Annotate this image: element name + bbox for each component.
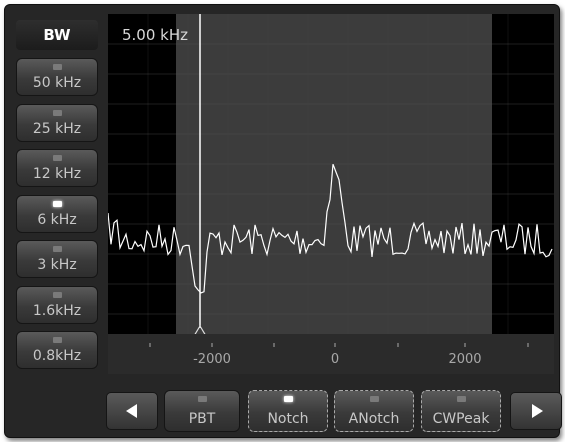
scroll-right-button[interactable] [510,392,562,430]
led [53,155,62,161]
bandwidth-label: 5.00 kHz [122,26,189,44]
button-label: ANotch [348,411,400,427]
bw-title: BW [16,20,98,50]
button-label: 12 kHz [32,166,82,182]
led [53,109,62,116]
led [53,246,62,252]
spectrum-trace [108,163,553,294]
button-label: 3 kHz [37,257,77,273]
arrow-icon [532,404,543,418]
button-label: PBT [188,411,216,427]
axis-label: 2000 [448,352,482,367]
button[interactable]: 1.6kHz [16,285,98,324]
axis-ticks [149,343,529,347]
button[interactable]: 3 kHz [16,240,98,278]
led [53,337,62,343]
grid [108,14,554,334]
button-label: 50 kHz [32,75,82,91]
led [370,396,379,402]
button[interactable]: ANotch [334,390,414,432]
button[interactable]: 25 kHz [16,103,98,142]
scroll-left-button[interactable] [106,392,158,430]
led [284,396,293,402]
led [53,64,62,70]
button[interactable]: 6 kHz [16,194,98,233]
button[interactable]: 12 kHz [16,149,98,187]
axis-row [108,334,554,374]
led [457,396,466,402]
button-label: 1.6kHz [32,302,82,319]
button[interactable]: 0.8kHz [16,331,98,369]
button-label: Notch [267,411,309,427]
button-label: 25 kHz [32,120,82,137]
axis-label: 0 [330,352,340,367]
spectrum-display [108,14,554,334]
button[interactable]: CWPeak [421,390,501,432]
led [53,291,62,298]
button[interactable]: PBT [164,390,240,432]
passband [176,14,492,334]
led [53,200,62,207]
button-label: 6 kHz [37,211,77,228]
button[interactable]: Notch [248,390,328,432]
notch-marker [194,324,206,334]
arrow-icon [126,404,137,418]
button-label: CWPeak [432,411,490,427]
axis-label: -2000 [193,352,231,367]
led [198,396,207,402]
button-label: 0.8kHz [32,348,82,364]
button[interactable]: 50 kHz [16,58,98,96]
